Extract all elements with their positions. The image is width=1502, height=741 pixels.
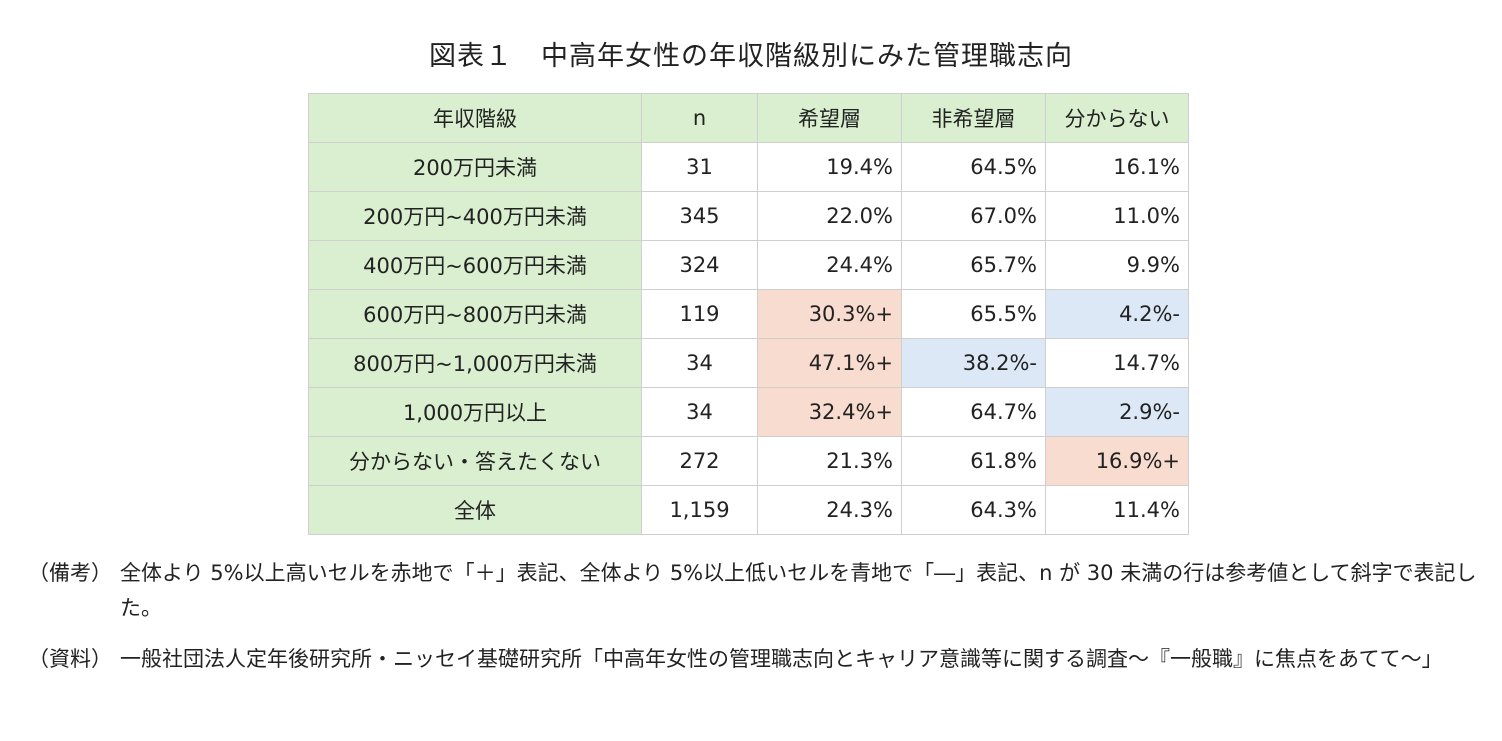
row-label: 800万円~1,000万円未満	[308, 338, 642, 388]
table-row-total: 全体 1,159 24.3% 64.3% 11.4%	[308, 485, 1189, 535]
cell-unknown: 9.9%	[1045, 240, 1189, 290]
cell-n: 1,159	[641, 485, 758, 535]
data-table: 年収階級 n 希望層 非希望層 分からない 200万円未満 31 19.4% 6…	[308, 93, 1189, 535]
cell-no-want: 64.7%	[901, 387, 1046, 437]
cell-want: 24.4%	[757, 240, 902, 290]
row-label: 600万円~800万円未満	[308, 289, 642, 339]
cell-n: 119	[641, 289, 758, 339]
cell-n: 272	[641, 436, 758, 486]
cell-unknown: 11.0%	[1045, 191, 1189, 241]
cell-want: 22.0%	[757, 191, 902, 241]
row-label: 200万円未満	[308, 142, 642, 192]
cell-n: 31	[641, 142, 758, 192]
header-income-class: 年収階級	[308, 93, 642, 143]
table-row: 1,000万円以上 34 32.4%+ 64.7% 2.9%-	[308, 387, 1189, 437]
cell-no-want: 65.5%	[901, 289, 1046, 339]
cell-no-want: 67.0%	[901, 191, 1046, 241]
cell-no-want-low: 38.2%-	[901, 338, 1046, 388]
cell-unknown-high: 16.9%+	[1045, 436, 1189, 486]
row-label: 200万円~400万円未満	[308, 191, 642, 241]
cell-want-high: 47.1%+	[757, 338, 902, 388]
header-want: 希望層	[757, 93, 902, 143]
cell-no-want: 64.3%	[901, 485, 1046, 535]
remarks-tag: （備考）	[28, 561, 112, 585]
cell-unknown: 11.4%	[1045, 485, 1189, 535]
source-tag: （資料）	[28, 647, 112, 671]
table-row: 分からない・答えたくない 272 21.3% 61.8% 16.9%+	[308, 436, 1189, 486]
cell-want-high: 30.3%+	[757, 289, 902, 339]
cell-n: 34	[641, 387, 758, 437]
header-n: n	[641, 93, 758, 143]
row-label: 1,000万円以上	[308, 387, 642, 437]
header-unknown: 分からない	[1045, 93, 1189, 143]
table-row: 600万円~800万円未満 119 30.3%+ 65.5% 4.2%-	[308, 289, 1189, 339]
remarks-note: （備考） 全体より 5%以上高いセルを赤地で「＋」表記、全体より 5%以上低いセ…	[28, 556, 1477, 620]
cell-n: 345	[641, 191, 758, 241]
figure-title: 図表１ 中高年女性の年収階級別にみた管理職志向	[429, 41, 1073, 72]
cell-n: 324	[641, 240, 758, 290]
table-header-row: 年収階級 n 希望層 非希望層 分からない	[308, 93, 1189, 143]
cell-want-high: 32.4%+	[757, 387, 902, 437]
source-note: （資料） 一般社団法人定年後研究所・ニッセイ基礎研究所「中高年女性の管理職志向と…	[28, 642, 1443, 677]
remarks-text: 全体より 5%以上高いセルを赤地で「＋」表記、全体より 5%以上低いセルを青地で…	[120, 561, 1477, 620]
cell-n: 34	[641, 338, 758, 388]
cell-no-want: 65.7%	[901, 240, 1046, 290]
cell-unknown-low: 4.2%-	[1045, 289, 1189, 339]
header-no-want: 非希望層	[901, 93, 1046, 143]
source-text: 一般社団法人定年後研究所・ニッセイ基礎研究所「中高年女性の管理職志向とキャリア意…	[120, 647, 1443, 671]
table-row: 200万円~400万円未満 345 22.0% 67.0% 11.0%	[308, 191, 1189, 241]
table-row: 800万円~1,000万円未満 34 47.1%+ 38.2%- 14.7%	[308, 338, 1189, 388]
cell-no-want: 61.8%	[901, 436, 1046, 486]
row-label: 分からない・答えたくない	[308, 436, 642, 486]
row-label: 全体	[308, 485, 642, 535]
cell-unknown: 16.1%	[1045, 142, 1189, 192]
cell-unknown: 14.7%	[1045, 338, 1189, 388]
cell-unknown-low: 2.9%-	[1045, 387, 1189, 437]
row-label: 400万円~600万円未満	[308, 240, 642, 290]
cell-want: 24.3%	[757, 485, 902, 535]
table-row: 400万円~600万円未満 324 24.4% 65.7% 9.9%	[308, 240, 1189, 290]
cell-want: 21.3%	[757, 436, 902, 486]
cell-want: 19.4%	[757, 142, 902, 192]
table-row: 200万円未満 31 19.4% 64.5% 16.1%	[308, 142, 1189, 192]
cell-no-want: 64.5%	[901, 142, 1046, 192]
